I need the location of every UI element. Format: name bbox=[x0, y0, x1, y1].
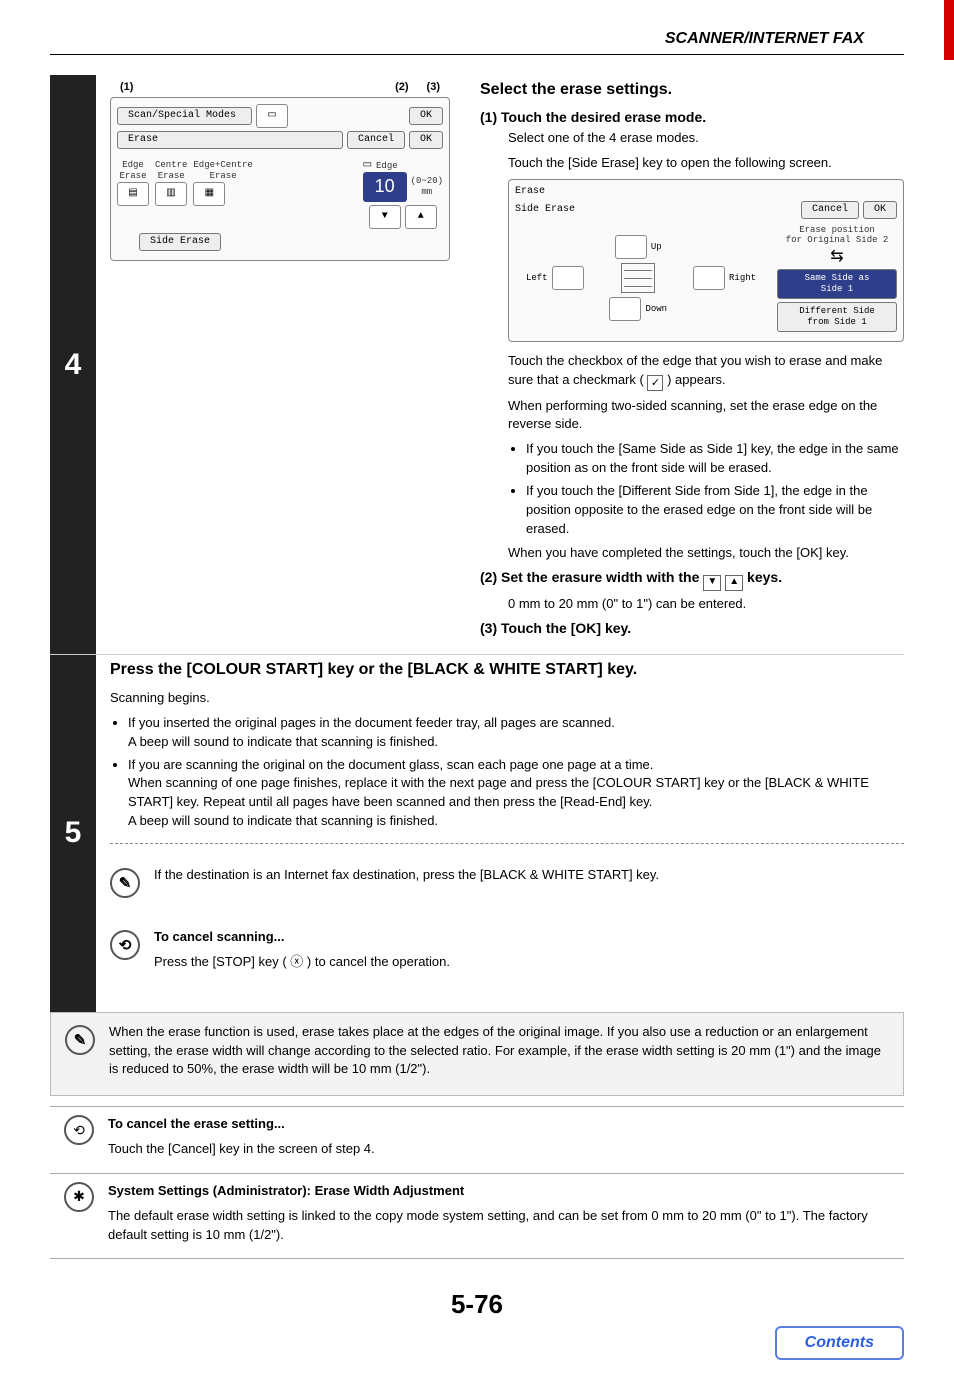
ok-button-top[interactable]: OK bbox=[409, 107, 443, 125]
pencil-icon-2: ✎ bbox=[65, 1025, 95, 1055]
diff-side-button[interactable]: Different Side from Side 1 bbox=[777, 302, 897, 332]
up-key[interactable]: ▲ bbox=[405, 205, 437, 229]
mode-edgecentre-label: Edge+Centre Erase bbox=[193, 160, 252, 182]
chk-right[interactable] bbox=[693, 266, 725, 290]
callout-1: (1) bbox=[120, 81, 133, 93]
back-icon-2: ⟲ bbox=[64, 1115, 94, 1145]
up-key-icon: ▲ bbox=[725, 575, 743, 591]
fn3p: The default erase width setting is linke… bbox=[108, 1207, 890, 1245]
mode-centre-icon[interactable]: ▥ bbox=[155, 182, 187, 206]
contents-link[interactable]: Contents bbox=[775, 1326, 904, 1360]
step4-3-heading: (3) Touch the [OK] key. bbox=[480, 620, 904, 636]
se-cancel[interactable]: Cancel bbox=[801, 201, 859, 219]
chk-down[interactable] bbox=[609, 297, 641, 321]
step5-b2: If you are scanning the original on the … bbox=[128, 756, 904, 831]
lbl-left: Left bbox=[526, 273, 548, 284]
se-sub: Side Erase bbox=[515, 204, 797, 216]
step4-1-b2: If you touch the [Different Side from Si… bbox=[526, 482, 904, 539]
back-icon: ⟲ bbox=[110, 930, 140, 960]
rule bbox=[50, 54, 904, 55]
step4-1-p5: When you have completed the settings, to… bbox=[508, 544, 904, 563]
se-ok[interactable]: OK bbox=[863, 201, 897, 219]
step4-1-p3: Touch the checkbox of the edge that you … bbox=[508, 352, 904, 391]
side-erase-button[interactable]: Side Erase bbox=[139, 233, 221, 251]
page-glyph bbox=[621, 263, 655, 293]
mode-edgecentre-icon[interactable]: ▦ bbox=[193, 182, 225, 206]
flip-icon: ⇆ bbox=[777, 248, 897, 267]
step4-1-b1: If you touch the [Same Side as Side 1] k… bbox=[526, 440, 904, 478]
down-key[interactable]: ▼ bbox=[369, 205, 401, 229]
step4-heading: Select the erase settings. bbox=[480, 81, 904, 99]
mode-edge-label: Edge Erase bbox=[117, 160, 149, 182]
dash-rule bbox=[110, 843, 904, 844]
callout-3: (3) bbox=[427, 81, 440, 93]
callout-2: (2) bbox=[395, 81, 408, 93]
step5-p1: Scanning begins. bbox=[110, 689, 904, 708]
down-key-icon: ▼ bbox=[703, 575, 721, 591]
same-side-button[interactable]: Same Side as Side 1 bbox=[777, 269, 897, 299]
step-5-number: 5 bbox=[50, 655, 96, 1012]
step5-note2h: To cancel scanning... bbox=[154, 928, 450, 947]
ok-button[interactable]: OK bbox=[409, 131, 443, 149]
mode-centre-label: Centre Erase bbox=[155, 160, 187, 182]
chk-left[interactable] bbox=[552, 266, 584, 290]
step4-2-p: 0 mm to 20 mm (0" to 1") can be entered. bbox=[480, 595, 904, 614]
page-icon: ▭ bbox=[256, 104, 288, 128]
gear-icon: ✱ bbox=[64, 1182, 94, 1212]
page-number: 5-76 bbox=[50, 1289, 904, 1320]
lbl-up: Up bbox=[651, 242, 662, 253]
se-title: Erase bbox=[515, 186, 897, 198]
fn3h: System Settings (Administrator): Erase W… bbox=[108, 1182, 890, 1201]
cancel-button[interactable]: Cancel bbox=[347, 131, 405, 149]
side-erase-panel: Erase Side Erase Cancel OK Up bbox=[508, 179, 904, 342]
step4-1-p4: When performing two-sided scanning, set … bbox=[508, 397, 904, 435]
width-value: 10 bbox=[363, 172, 407, 202]
erase-label: Erase bbox=[117, 131, 343, 149]
lbl-right: Right bbox=[729, 273, 756, 284]
pos-label: Erase position for Original Side 2 bbox=[777, 225, 897, 247]
step4-1-heading: (1) Touch the desired erase mode. bbox=[480, 109, 904, 125]
step5-heading: Press the [COLOUR START] key or the [BLA… bbox=[110, 661, 904, 679]
fn1: When the erase function is used, erase t… bbox=[109, 1023, 889, 1080]
fn2h: To cancel the erase setting... bbox=[108, 1115, 375, 1134]
section-title: SCANNER/INTERNET FAX bbox=[50, 30, 904, 48]
doc-icon: ▭ bbox=[363, 160, 372, 172]
step5-note2p: Press the [STOP] key ( ⓧ ) to cancel the… bbox=[154, 953, 450, 972]
chk-up[interactable] bbox=[615, 235, 647, 259]
pencil-icon: ✎ bbox=[110, 868, 140, 898]
width-range: (0~20) mm bbox=[411, 176, 443, 198]
mode-edge-icon[interactable]: ▤ bbox=[117, 182, 149, 206]
step5-note1: If the destination is an Internet fax de… bbox=[154, 866, 659, 885]
step4-1-p2: Touch the [Side Erase] key to open the f… bbox=[508, 154, 904, 173]
step4-2-heading: (2) Set the erasure width with the ▼ ▲ k… bbox=[480, 569, 904, 591]
red-band bbox=[944, 0, 954, 60]
erase-panel: Scan/Special Modes ▭ OK Erase Cancel OK bbox=[110, 97, 450, 261]
breadcrumb[interactable]: Scan/Special Modes bbox=[117, 107, 252, 125]
lbl-down: Down bbox=[645, 304, 667, 315]
edge-label: Edge bbox=[376, 161, 398, 172]
step4-1-p1: Select one of the 4 erase modes. bbox=[508, 129, 904, 148]
check-icon: ✓ bbox=[647, 375, 663, 391]
step-4-number: 4 bbox=[50, 75, 96, 654]
fn2p: Touch the [Cancel] key in the screen of … bbox=[108, 1140, 375, 1159]
step5-b1: If you inserted the original pages in th… bbox=[128, 714, 904, 752]
